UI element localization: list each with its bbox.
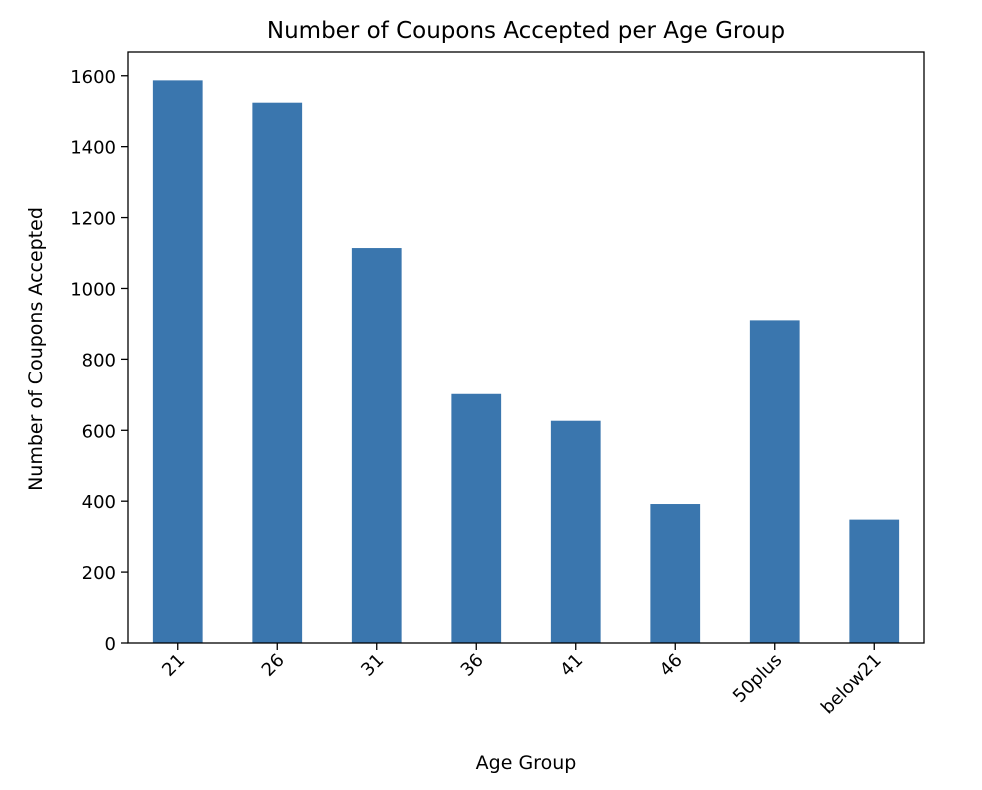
y-tick-label: 1600	[70, 67, 116, 88]
x-tick-label: 26	[258, 650, 289, 681]
bar-36	[451, 393, 502, 643]
bar-below21	[849, 519, 900, 643]
bar-26	[252, 102, 303, 644]
y-tick-label: 1200	[70, 209, 116, 230]
x-axis-label: Age Group	[476, 752, 577, 774]
x-tick-label: 31	[357, 650, 388, 681]
bars	[152, 80, 900, 644]
y-tick-label: 800	[82, 350, 116, 371]
y-axis-label: Number of Coupons Accepted	[25, 207, 47, 491]
y-tick-label: 1400	[70, 138, 116, 159]
bar-21	[152, 80, 203, 644]
bar-41	[550, 420, 601, 643]
x-tick-label: below21	[817, 650, 886, 719]
y-axis: 0 200 400 600 800 1000 1200 1400 1600	[70, 67, 128, 655]
bar-50plus	[749, 320, 800, 643]
x-tick-label: 41	[556, 650, 587, 681]
x-tick-label: 21	[158, 650, 189, 681]
y-tick-label: 0	[105, 634, 116, 655]
x-axis: 21 26 31 36 41 46 50plus below21	[158, 643, 886, 718]
chart-title: Number of Coupons Accepted per Age Group	[267, 18, 785, 44]
bar-31	[351, 248, 402, 643]
y-tick-label: 400	[82, 492, 116, 513]
y-tick-label: 1000	[70, 279, 116, 300]
x-tick-label: 50plus	[729, 650, 786, 707]
plot-frame	[127, 51, 925, 644]
y-tick-label: 600	[82, 421, 116, 442]
y-tick-label: 200	[82, 563, 116, 584]
x-tick-label: 36	[457, 650, 488, 681]
bar-46	[650, 504, 701, 643]
x-tick-label: 46	[656, 650, 687, 681]
